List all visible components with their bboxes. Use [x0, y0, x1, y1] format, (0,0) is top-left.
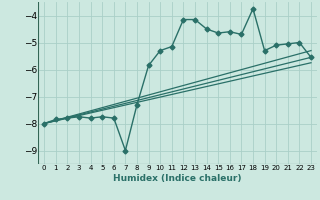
X-axis label: Humidex (Indice chaleur): Humidex (Indice chaleur) [113, 174, 242, 183]
